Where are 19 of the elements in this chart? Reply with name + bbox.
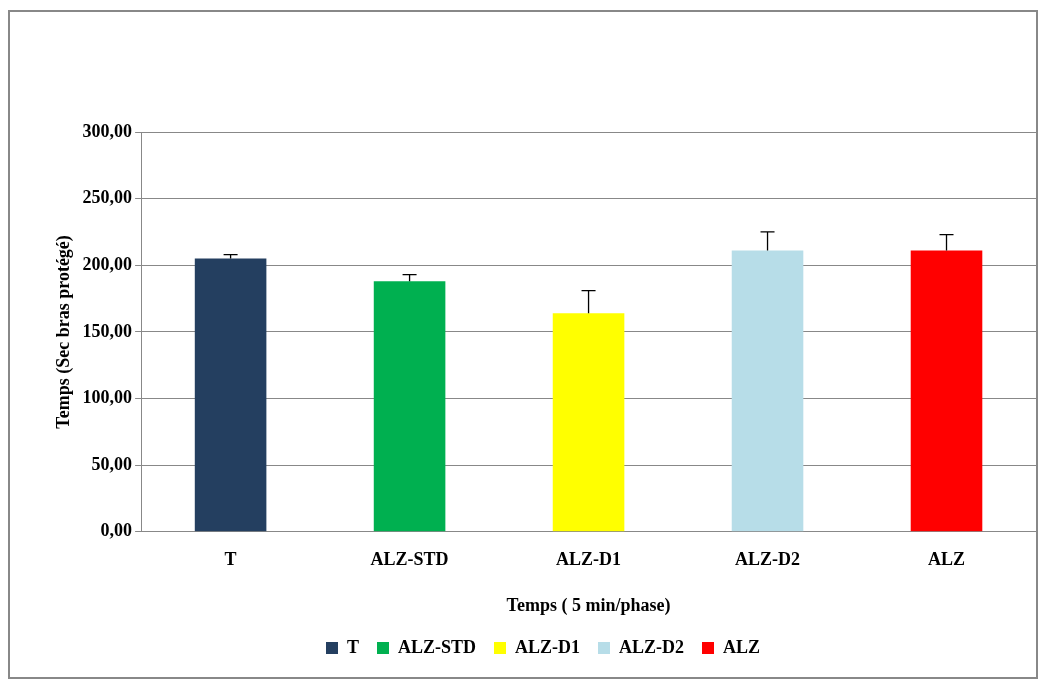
legend-label: ALZ-D1 [515,636,581,657]
legend-label: ALZ [723,636,761,657]
y-axis-title: Temps (Sec bras protégé) [53,235,75,429]
legend-label: ALZ-D2 [619,636,685,657]
y-tick-label: 50,00 [91,453,133,474]
x-tick-label: ALZ [928,549,966,570]
x-tick-label: ALZ-D2 [735,549,801,570]
x-axis-title: Temps ( 5 min/phase) [506,594,671,616]
y-tick-label: 150,00 [82,320,133,341]
legend-label: ALZ-STD [397,636,477,657]
y-tick-label: 300,00 [82,120,133,141]
x-tick-label: T [224,549,237,570]
x-tick-label: ALZ-STD [370,549,449,570]
y-tick-label: 250,00 [82,187,133,208]
y-tick-label: 200,00 [82,253,133,274]
legend-label: T [346,636,359,657]
y-tick-label: 100,00 [82,387,133,408]
y-tick-label: 0,00 [100,520,133,541]
x-tick-label: ALZ-D1 [556,549,622,570]
